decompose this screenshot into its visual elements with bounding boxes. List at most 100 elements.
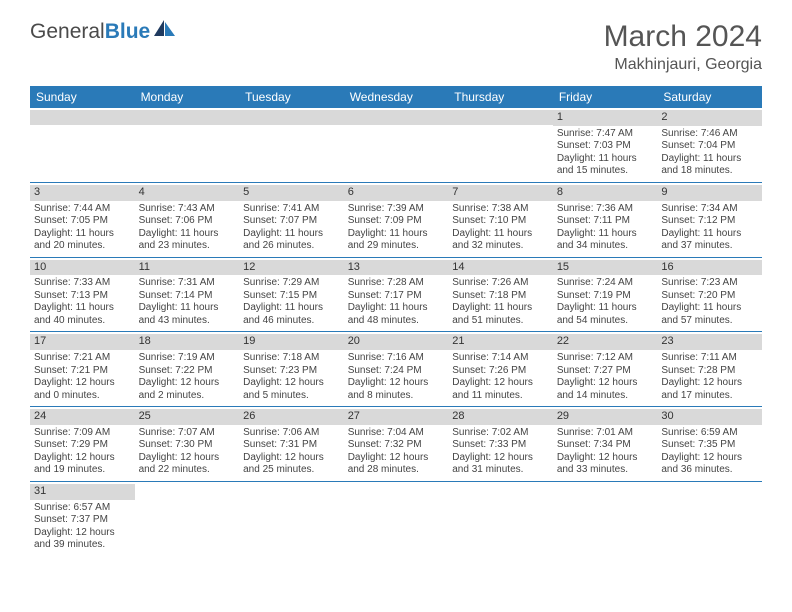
calendar-cell: 29Sunrise: 7:01 AMSunset: 7:34 PMDayligh… (553, 407, 658, 482)
sunset-text: Sunset: 7:10 PM (452, 215, 549, 228)
calendar-cell (135, 108, 240, 182)
calendar-cell: 12Sunrise: 7:29 AMSunset: 7:15 PMDayligh… (239, 257, 344, 332)
daylight-text: Daylight: 12 hours (34, 527, 131, 540)
day-header: Friday (553, 86, 658, 108)
daylight-text: and 40 minutes. (34, 315, 131, 328)
title-block: March 2024 Makhinjauri, Georgia (604, 20, 762, 74)
sunrise-text: Sunrise: 6:57 AM (34, 502, 131, 515)
sunrise-text: Sunrise: 7:04 AM (348, 427, 445, 440)
calendar-cell (30, 108, 135, 182)
daylight-text: Daylight: 12 hours (139, 452, 236, 465)
sunset-text: Sunset: 7:34 PM (557, 439, 654, 452)
calendar-cell: 25Sunrise: 7:07 AMSunset: 7:30 PMDayligh… (135, 407, 240, 482)
daylight-text: Daylight: 12 hours (34, 452, 131, 465)
sunrise-text: Sunrise: 7:19 AM (139, 352, 236, 365)
calendar-cell (135, 481, 240, 555)
calendar-cell: 2Sunrise: 7:46 AMSunset: 7:04 PMDaylight… (657, 108, 762, 182)
daylight-text: and 28 minutes. (348, 464, 445, 477)
sunset-text: Sunset: 7:15 PM (243, 290, 340, 303)
empty-date-bar (30, 110, 135, 125)
calendar-cell: 30Sunrise: 6:59 AMSunset: 7:35 PMDayligh… (657, 407, 762, 482)
daylight-text: Daylight: 11 hours (661, 153, 758, 166)
calendar-cell (239, 108, 344, 182)
sunrise-text: Sunrise: 7:41 AM (243, 203, 340, 216)
daylight-text: and 0 minutes. (34, 390, 131, 403)
day-header: Sunday (30, 86, 135, 108)
daylight-text: and 51 minutes. (452, 315, 549, 328)
sunset-text: Sunset: 7:20 PM (661, 290, 758, 303)
date-number: 25 (135, 409, 240, 425)
sunrise-text: Sunrise: 7:21 AM (34, 352, 131, 365)
date-number: 21 (448, 334, 553, 350)
calendar-cell: 15Sunrise: 7:24 AMSunset: 7:19 PMDayligh… (553, 257, 658, 332)
sunrise-text: Sunrise: 7:47 AM (557, 128, 654, 141)
daylight-text: and 39 minutes. (34, 539, 131, 552)
daylight-text: Daylight: 12 hours (661, 452, 758, 465)
sunset-text: Sunset: 7:23 PM (243, 365, 340, 378)
sunset-text: Sunset: 7:17 PM (348, 290, 445, 303)
sunset-text: Sunset: 7:14 PM (139, 290, 236, 303)
calendar-cell: 9Sunrise: 7:34 AMSunset: 7:12 PMDaylight… (657, 182, 762, 257)
daylight-text: Daylight: 11 hours (139, 302, 236, 315)
daylight-text: and 14 minutes. (557, 390, 654, 403)
calendar-cell: 19Sunrise: 7:18 AMSunset: 7:23 PMDayligh… (239, 332, 344, 407)
sunset-text: Sunset: 7:12 PM (661, 215, 758, 228)
calendar-cell: 10Sunrise: 7:33 AMSunset: 7:13 PMDayligh… (30, 257, 135, 332)
calendar-cell (448, 108, 553, 182)
sunrise-text: Sunrise: 7:02 AM (452, 427, 549, 440)
calendar-cell (553, 481, 658, 555)
sunrise-text: Sunrise: 7:29 AM (243, 277, 340, 290)
empty-date-bar (344, 110, 449, 125)
calendar-row: 1Sunrise: 7:47 AMSunset: 7:03 PMDaylight… (30, 108, 762, 182)
daylight-text: and 15 minutes. (557, 165, 654, 178)
daylight-text: and 11 minutes. (452, 390, 549, 403)
daylight-text: and 31 minutes. (452, 464, 549, 477)
sunrise-text: Sunrise: 7:38 AM (452, 203, 549, 216)
date-number: 29 (553, 409, 658, 425)
daylight-text: Daylight: 11 hours (452, 302, 549, 315)
sail-icon (154, 20, 176, 44)
location: Makhinjauri, Georgia (604, 56, 762, 74)
date-number: 3 (30, 185, 135, 201)
calendar-cell: 3Sunrise: 7:44 AMSunset: 7:05 PMDaylight… (30, 182, 135, 257)
sunrise-text: Sunrise: 7:07 AM (139, 427, 236, 440)
sunset-text: Sunset: 7:07 PM (243, 215, 340, 228)
date-number: 17 (30, 334, 135, 350)
calendar-cell: 18Sunrise: 7:19 AMSunset: 7:22 PMDayligh… (135, 332, 240, 407)
daylight-text: and 23 minutes. (139, 240, 236, 253)
daylight-text: Daylight: 12 hours (557, 452, 654, 465)
daylight-text: Daylight: 11 hours (661, 228, 758, 241)
sunset-text: Sunset: 7:13 PM (34, 290, 131, 303)
sunrise-text: Sunrise: 7:36 AM (557, 203, 654, 216)
calendar-cell: 27Sunrise: 7:04 AMSunset: 7:32 PMDayligh… (344, 407, 449, 482)
daylight-text: and 54 minutes. (557, 315, 654, 328)
day-header: Tuesday (239, 86, 344, 108)
daylight-text: Daylight: 11 hours (348, 302, 445, 315)
day-header: Thursday (448, 86, 553, 108)
empty-date-bar (448, 110, 553, 125)
sunrise-text: Sunrise: 6:59 AM (661, 427, 758, 440)
daylight-text: and 37 minutes. (661, 240, 758, 253)
daylight-text: and 17 minutes. (661, 390, 758, 403)
sunrise-text: Sunrise: 7:12 AM (557, 352, 654, 365)
calendar-table: Sunday Monday Tuesday Wednesday Thursday… (30, 86, 762, 556)
daylight-text: and 29 minutes. (348, 240, 445, 253)
empty-date-bar (239, 110, 344, 125)
day-header: Wednesday (344, 86, 449, 108)
daylight-text: and 19 minutes. (34, 464, 131, 477)
daylight-text: and 34 minutes. (557, 240, 654, 253)
daylight-text: Daylight: 12 hours (452, 452, 549, 465)
daylight-text: and 48 minutes. (348, 315, 445, 328)
date-number: 4 (135, 185, 240, 201)
date-number: 24 (30, 409, 135, 425)
sunset-text: Sunset: 7:21 PM (34, 365, 131, 378)
sunset-text: Sunset: 7:32 PM (348, 439, 445, 452)
date-number: 19 (239, 334, 344, 350)
daylight-text: Daylight: 11 hours (557, 153, 654, 166)
sunset-text: Sunset: 7:19 PM (557, 290, 654, 303)
calendar-cell: 22Sunrise: 7:12 AMSunset: 7:27 PMDayligh… (553, 332, 658, 407)
sunset-text: Sunset: 7:29 PM (34, 439, 131, 452)
date-number: 23 (657, 334, 762, 350)
day-header: Saturday (657, 86, 762, 108)
date-number: 13 (344, 260, 449, 276)
